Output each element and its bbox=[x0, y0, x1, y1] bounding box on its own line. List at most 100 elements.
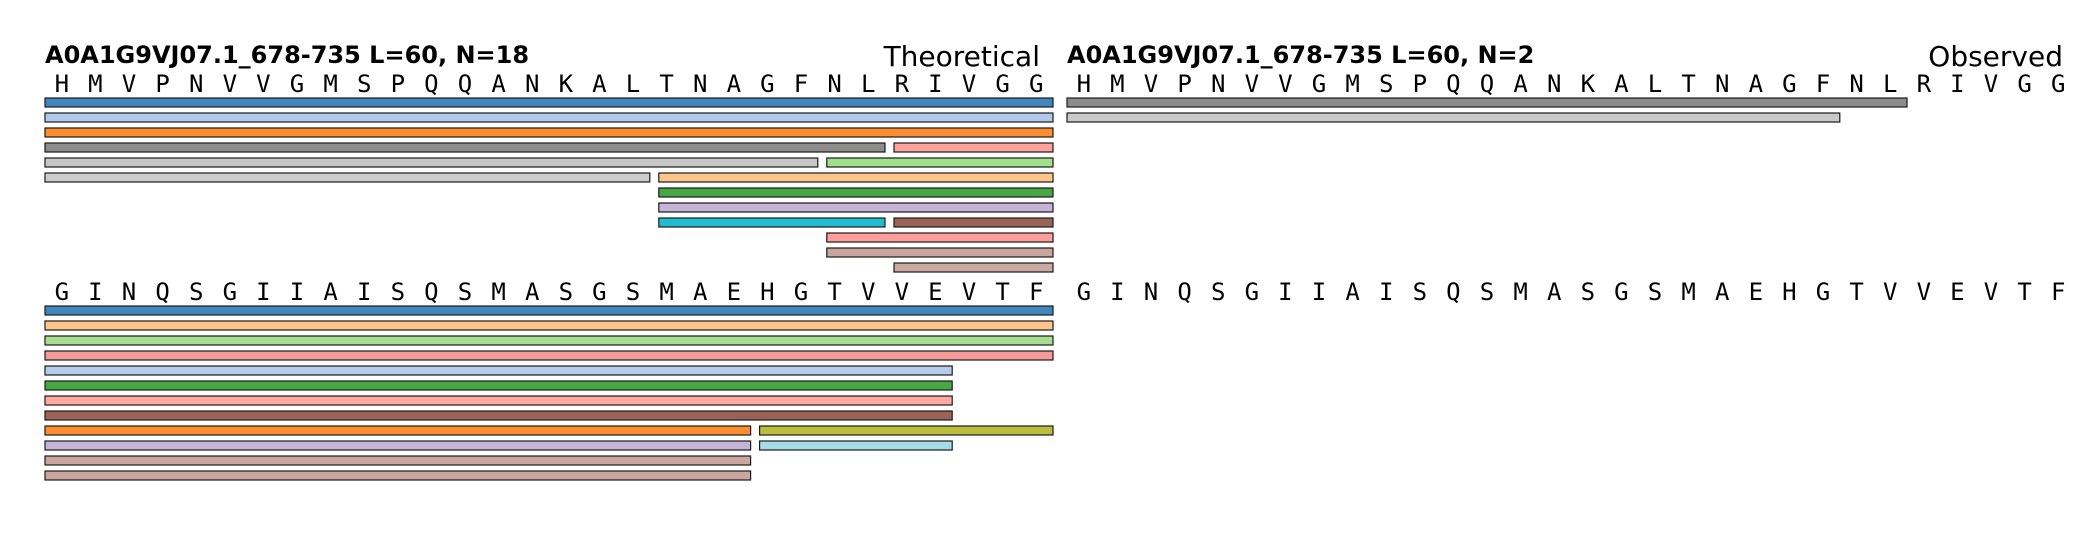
theoretical-panel-title: A0A1G9VJ07.1_678-735 L=60, N=18 bbox=[45, 41, 529, 69]
peptide-bar bbox=[44, 455, 752, 466]
residue-letter: M bbox=[491, 278, 505, 306]
residue-letter: P bbox=[391, 70, 405, 98]
peptide-bar bbox=[44, 97, 1054, 108]
peptide-bar bbox=[658, 187, 1054, 198]
residue-letter: S bbox=[189, 278, 203, 306]
residue-letter: V bbox=[1984, 70, 1998, 98]
residue-letter: T bbox=[995, 278, 1009, 306]
residue-letter: P bbox=[1413, 70, 1427, 98]
residue-letter: M bbox=[659, 278, 673, 306]
residue-letter: G bbox=[794, 278, 808, 306]
residue-letter: G bbox=[1077, 278, 1091, 306]
residue-letter: E bbox=[1749, 278, 1763, 306]
residue-letter: E bbox=[727, 278, 741, 306]
peptide-bar bbox=[44, 335, 1054, 346]
residue-letter: I bbox=[928, 70, 942, 98]
residue-letter: G bbox=[1245, 278, 1259, 306]
residue-letter: L bbox=[1883, 70, 1897, 98]
peptide-bar bbox=[658, 217, 886, 228]
peptide-bar bbox=[1066, 112, 1841, 123]
residue-letter: V bbox=[962, 278, 976, 306]
residue-letter: T bbox=[2017, 278, 2031, 306]
residue-letter: S bbox=[1413, 278, 1427, 306]
peptide-bar bbox=[893, 142, 1054, 153]
residue-letter: M bbox=[1345, 70, 1359, 98]
theoretical-panel-label: Theoretical bbox=[883, 40, 1040, 73]
residue-letter: V bbox=[962, 70, 976, 98]
peptide-bar bbox=[758, 425, 1054, 436]
residue-letter: L bbox=[626, 70, 640, 98]
residue-letter: A bbox=[727, 70, 742, 98]
residue-letter: S bbox=[626, 278, 640, 306]
residue-letter: G bbox=[2017, 70, 2031, 98]
residue-letter: M bbox=[88, 70, 102, 98]
residue-letter: F bbox=[1816, 70, 1830, 98]
residue-letter: I bbox=[1110, 278, 1124, 306]
residue-letter: Q bbox=[458, 70, 472, 98]
residue-letter: G bbox=[995, 70, 1009, 98]
residue-letter: A bbox=[693, 278, 708, 306]
residue-letter: A bbox=[1749, 70, 1764, 98]
peptide-bar bbox=[44, 425, 752, 436]
peptide-bar bbox=[44, 127, 1054, 138]
residue-letter: N bbox=[1715, 70, 1729, 98]
residue-letter: V bbox=[256, 70, 270, 98]
residue-letter: K bbox=[1581, 70, 1596, 98]
peptide-bar bbox=[44, 172, 651, 183]
residue-letter: M bbox=[1513, 278, 1527, 306]
residue-letter: I bbox=[1379, 278, 1393, 306]
residue-letter: I bbox=[1278, 278, 1292, 306]
residue-letter: I bbox=[290, 278, 304, 306]
observed-panel-label: Observed bbox=[1928, 40, 2063, 73]
peptide-bar bbox=[658, 172, 1054, 183]
residue-letter: S bbox=[391, 278, 405, 306]
peptide-bar bbox=[658, 202, 1054, 213]
residue-letter: A bbox=[1345, 278, 1360, 306]
residue-letter: G bbox=[1029, 70, 1043, 98]
residue-letter: M bbox=[323, 70, 337, 98]
observed-panel-title: A0A1G9VJ07.1_678-735 L=60, N=2 bbox=[1067, 41, 1534, 69]
residue-letter: V bbox=[122, 70, 136, 98]
residue-letter: T bbox=[1849, 278, 1863, 306]
residue-letter: H bbox=[1077, 70, 1091, 98]
peptide-bar bbox=[893, 262, 1054, 273]
residue-letter: N bbox=[827, 70, 841, 98]
residue-letter: P bbox=[1177, 70, 1191, 98]
residue-letter: E bbox=[1950, 278, 1964, 306]
residue-letter: I bbox=[1950, 70, 1964, 98]
peptide-bar bbox=[44, 410, 953, 421]
residue-letter: I bbox=[1312, 278, 1326, 306]
residue-letter: I bbox=[256, 278, 270, 306]
residue-letter: A bbox=[491, 70, 506, 98]
residue-letter: E bbox=[928, 278, 942, 306]
residue-letter: S bbox=[357, 70, 371, 98]
residue-letter: N bbox=[1144, 278, 1158, 306]
residue-letter: A bbox=[1513, 70, 1528, 98]
residue-letter: T bbox=[659, 70, 673, 98]
residue-letter: V bbox=[223, 70, 237, 98]
residue-letter: N bbox=[1211, 70, 1225, 98]
residue-letter: V bbox=[895, 278, 909, 306]
residue-letter: V bbox=[1278, 70, 1292, 98]
residue-letter: G bbox=[55, 278, 69, 306]
residue-letter: V bbox=[1883, 278, 1897, 306]
residue-letter: I bbox=[357, 278, 371, 306]
peptide-bar bbox=[44, 320, 1054, 331]
theoretical-panel: A0A1G9VJ07.1_678-735 L=60, N=18 Theoreti… bbox=[44, 40, 1054, 481]
peptide-bar bbox=[44, 440, 752, 451]
peptide-bar bbox=[893, 217, 1054, 228]
residue-letter: M bbox=[1110, 70, 1124, 98]
peptide-bar bbox=[1066, 97, 1908, 108]
residue-letter: Q bbox=[1480, 70, 1494, 98]
residue-letter: S bbox=[1648, 278, 1662, 306]
peptide-bar bbox=[44, 112, 1054, 123]
residue-letter: H bbox=[1782, 278, 1796, 306]
residue-letter: F bbox=[794, 70, 808, 98]
residue-letter: L bbox=[861, 70, 875, 98]
residue-letter: G bbox=[290, 70, 304, 98]
residue-letter: T bbox=[827, 278, 841, 306]
residue-letter: G bbox=[1312, 70, 1326, 98]
